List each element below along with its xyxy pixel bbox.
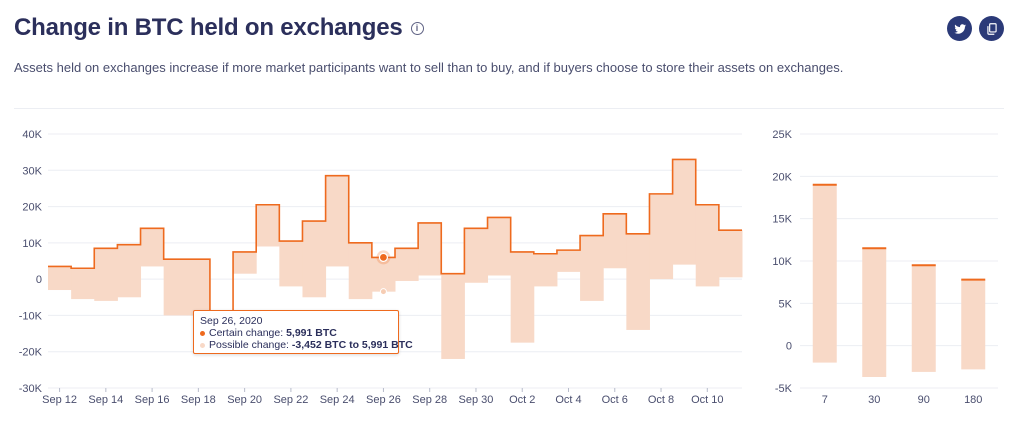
y-tick-label: 10K xyxy=(22,238,42,250)
info-icon[interactable]: i xyxy=(410,21,424,35)
range-bar xyxy=(812,184,837,363)
y-tick-label: 30K xyxy=(22,165,42,177)
x-tick-label: Sep 26 xyxy=(366,394,401,406)
y-tick-label: 5K xyxy=(779,298,793,310)
x-tick-label: Sep 12 xyxy=(42,394,77,406)
certain-change-marker xyxy=(378,252,389,263)
range-band xyxy=(186,259,211,316)
range-band xyxy=(348,242,373,300)
x-tick-label: Oct 2 xyxy=(509,394,535,406)
range-band xyxy=(163,259,188,316)
range-band xyxy=(441,273,465,359)
x-tick-label: Sep 28 xyxy=(412,394,447,406)
tooltip-certain-row: Certain change: 5,991 BTC xyxy=(200,327,337,339)
range-band xyxy=(279,241,303,287)
possible-dot-icon xyxy=(200,342,205,348)
header-divider xyxy=(14,108,1004,109)
range-band xyxy=(672,159,697,265)
range-bar xyxy=(862,248,887,377)
range-band xyxy=(580,235,604,301)
range-band xyxy=(94,248,118,301)
x-tick-label: 7 xyxy=(822,394,828,406)
chart-tooltip: Sep 26, 2020 Certain change: 5,991 BTC P… xyxy=(193,310,413,354)
range-band xyxy=(718,230,743,278)
tooltip-possible-label: Possible change: xyxy=(209,339,289,351)
range-band xyxy=(371,257,396,292)
tooltip-certain-value: 5,991 BTC xyxy=(286,327,337,339)
possible-change-marker xyxy=(379,288,387,296)
y-tick-label: -10K xyxy=(19,310,43,322)
x-tick-label: Oct 10 xyxy=(691,394,723,406)
x-tick-label: Sep 14 xyxy=(88,394,123,406)
range-band xyxy=(556,250,581,272)
twitter-share-button[interactable] xyxy=(947,16,972,41)
range-band xyxy=(510,251,535,343)
x-tick-label: 90 xyxy=(918,394,930,406)
period-bar-chart: 25K 20K 15K 10K 5K 0 -5K 7 30 90 180 xyxy=(772,129,998,406)
x-tick-label: 180 xyxy=(964,394,982,406)
x-tick-label: Sep 24 xyxy=(320,394,355,406)
tooltip-possible-value: -3,452 BTC to 5,991 BTC xyxy=(291,339,413,351)
y-tick-label: 0 xyxy=(36,274,42,286)
range-bar xyxy=(961,279,986,370)
range-band xyxy=(48,266,72,291)
range-band xyxy=(71,268,95,300)
x-tick-label: 30 xyxy=(868,394,880,406)
x-tick-label: Oct 4 xyxy=(555,394,581,406)
tooltip-date: Sep 26, 2020 xyxy=(200,315,263,327)
certain-change-line xyxy=(48,158,742,342)
range-band xyxy=(302,221,327,298)
certain-dot-icon xyxy=(200,330,205,336)
x-tick-label: Oct 6 xyxy=(602,394,628,406)
y-tick-label: 20K xyxy=(772,171,792,183)
range-band xyxy=(649,193,674,280)
range-band xyxy=(603,213,627,269)
y-tick-label: 25K xyxy=(772,129,792,141)
page-title: Change in BTC held on exchanges xyxy=(14,14,403,41)
copy-icon xyxy=(986,22,997,35)
tooltip-possible-row: Possible change: -3,452 BTC to 5,991 BTC xyxy=(200,339,413,351)
y-tick-label: -30K xyxy=(19,383,43,395)
range-band xyxy=(533,253,558,287)
y-tick-label: 15K xyxy=(772,214,792,226)
range-band xyxy=(418,222,442,276)
y-tick-label: 10K xyxy=(772,256,792,268)
x-tick-label: Sep 16 xyxy=(135,394,170,406)
range-band xyxy=(256,204,280,247)
range-band xyxy=(233,251,257,274)
range-band xyxy=(464,228,489,283)
y-tick-label: 20K xyxy=(22,202,42,214)
y-tick-label: -5K xyxy=(775,383,793,395)
x-tick-label: Oct 8 xyxy=(648,394,674,406)
x-tick-label: Sep 30 xyxy=(459,394,494,406)
y-tick-label: 40K xyxy=(22,129,42,141)
x-tick-label: Sep 20 xyxy=(227,394,262,406)
x-tick-label: Sep 18 xyxy=(181,394,216,406)
range-band xyxy=(626,233,650,330)
range-band xyxy=(695,204,720,287)
twitter-icon xyxy=(953,23,966,34)
y-tick-label: 0 xyxy=(786,341,792,353)
range-band xyxy=(395,248,419,281)
range-bar xyxy=(911,265,936,372)
copy-link-button[interactable] xyxy=(979,16,1004,41)
tooltip-certain-label: Certain change: xyxy=(209,327,284,339)
range-band xyxy=(325,175,350,267)
range-band xyxy=(487,217,512,276)
page-subtitle: Assets held on exchanges increase if mor… xyxy=(14,60,844,75)
x-tick-label: Sep 22 xyxy=(273,394,308,406)
range-band xyxy=(140,228,165,267)
title-row: Change in BTC held on exchanges i xyxy=(14,14,424,42)
y-tick-label: -20K xyxy=(19,347,43,359)
range-band xyxy=(117,244,142,298)
